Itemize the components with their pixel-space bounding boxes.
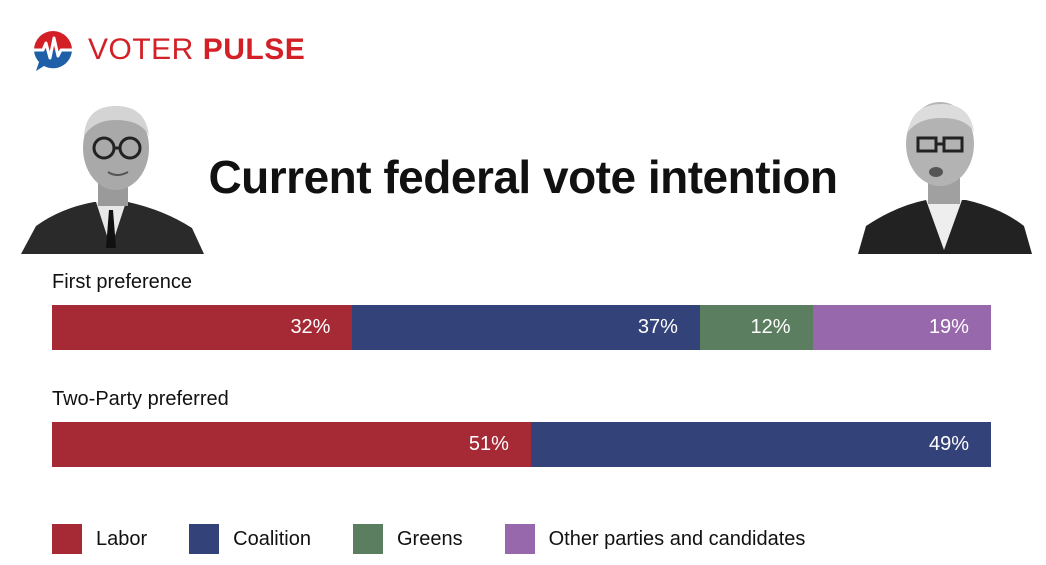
brand-name: VOTER PULSE (88, 35, 305, 65)
bar-segment-first-preference-labor: 32% (52, 305, 353, 350)
data-label: 32% (290, 316, 331, 338)
legend-swatch-greens (352, 524, 383, 554)
brand-name-part1: VOTER (88, 33, 194, 66)
data-label: 49% (928, 433, 969, 455)
brand-header: VOTER PULSE (30, 28, 305, 72)
bar-two-party-preferred: 51% 49% (52, 422, 991, 467)
bar-segment-two-party-preferred-labor: 51% (52, 422, 531, 467)
legend-item-other: Other parties and candidates (504, 524, 806, 554)
data-label: 37% (637, 316, 678, 338)
legend-item-greens: Greens (352, 524, 463, 554)
legend-swatch-coalition (189, 524, 220, 554)
legend-label-greens: Greens (396, 527, 463, 550)
data-label: 51% (468, 433, 509, 455)
brand-name-part2: PULSE (202, 33, 306, 66)
chart-title: Current federal vote intention (208, 151, 838, 203)
row-label-first-preference: First preference (52, 271, 193, 293)
legend-label-coalition: Coalition (233, 527, 311, 550)
bar-segment-first-preference-coalition: 37% (352, 305, 700, 350)
legend: Labor Coalition Greens Other parties and… (52, 524, 847, 554)
legend-label-labor: Labor (96, 527, 148, 550)
row-label-two-party-preferred: Two-Party preferred (52, 388, 229, 410)
heartbeat-speech-bubble-logo-icon (34, 31, 72, 71)
bar-segment-first-preference-other-parties-and-candidates: 19% (812, 305, 991, 350)
legend-swatch-labor (52, 524, 82, 554)
bar-first-preference: 32% 37% 12% 19% (52, 305, 991, 350)
bar-segment-first-preference-greens: 12% (699, 305, 813, 350)
legend-swatch-other (504, 524, 535, 554)
data-label: 19% (928, 316, 969, 338)
politician-portrait-right-icon (858, 102, 1032, 254)
legend-item-coalition: Coalition (189, 524, 311, 554)
politician-portrait-left-icon (21, 106, 204, 254)
bar-segment-two-party-preferred-coalition: 49% (530, 422, 991, 467)
legend-item-labor: Labor (52, 524, 147, 554)
legend-label-other: Other parties and candidates (548, 527, 806, 550)
data-label: 12% (750, 316, 791, 338)
